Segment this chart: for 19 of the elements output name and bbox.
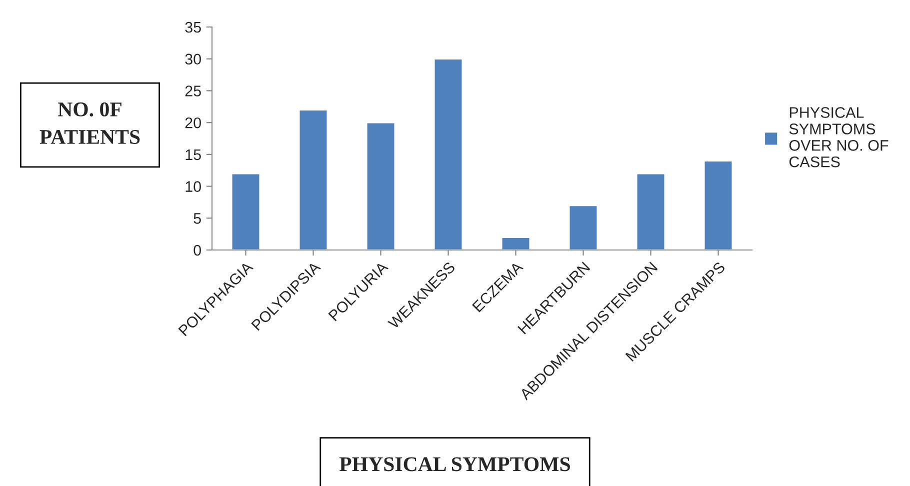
bar xyxy=(230,172,261,250)
bar xyxy=(500,236,531,250)
bar xyxy=(636,172,666,250)
bar xyxy=(366,122,396,250)
bar xyxy=(703,160,734,250)
y-tick-label: 15 xyxy=(186,149,201,160)
legend-label: PHYSICAL SYMPTOMS OVER NO. OF CASES xyxy=(789,107,888,168)
y-axis-title: NO. 0F PATIENTS xyxy=(40,102,140,144)
y-tick-label: 10 xyxy=(186,181,201,192)
bar xyxy=(568,204,598,250)
y-tick-label: 20 xyxy=(185,117,201,128)
bar xyxy=(433,58,464,250)
bar xyxy=(298,109,328,250)
y-tick-label: 35 xyxy=(185,22,201,33)
y-tick-label: 5 xyxy=(194,213,201,224)
y-tick-label: 0 xyxy=(194,244,201,256)
y-tick-label: 30 xyxy=(185,54,201,65)
y-tick-label: 25 xyxy=(185,86,201,96)
x-axis-title: PHYSICAL SYMPTOMS xyxy=(339,457,570,472)
